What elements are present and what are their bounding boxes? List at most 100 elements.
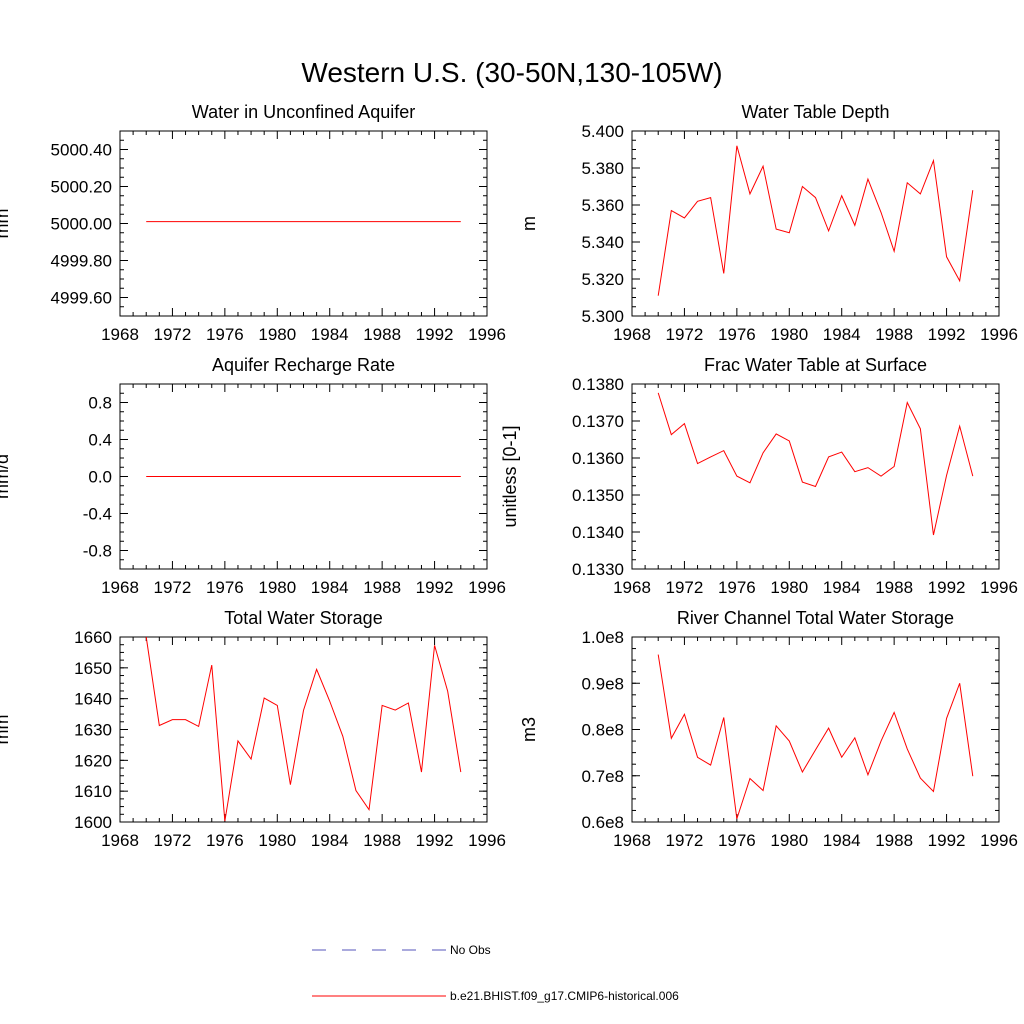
panel-frac-water-table-at-surface: Frac Water Table at Surface 1968 1972 1976 1… [500,355,1018,597]
x-tick-label: 1988 [363,831,401,850]
y-tick-label: 5.360 [581,196,624,215]
y-tick-label: 0.1350 [572,486,624,505]
x-tick-label: 1988 [875,578,913,597]
y-tick-label: 0.9e8 [581,674,624,693]
x-tick-label: 1968 [101,831,139,850]
x-tick-label: 1984 [311,831,349,850]
x-tick-label: 1980 [258,578,296,597]
y-tick-label: 5.320 [581,270,624,289]
panel-total-water-storage: Total Water Storage 1968 1972 1976 1980 1984 1… [0,608,506,850]
x-tick-label: 1976 [718,578,756,597]
panel-title: Water Table Depth [741,102,889,122]
y-tick-label: 1600 [74,813,112,832]
y-axis-label: unitless [0-1] [500,425,520,527]
x-tick-label: 1984 [823,831,861,850]
x-tick-label: 1988 [363,578,401,597]
x-tick-label: 1996 [980,578,1018,597]
y-tick-label: 0.0 [88,468,112,487]
x-tick-label: 1972 [154,325,192,344]
y-tick-label: 0.1360 [572,449,624,468]
panel-river-channel-total-water-storage: River Channel Total Water Storage 1968 197… [519,608,1018,850]
x-tick-label: 1980 [258,325,296,344]
y-tick-label: 5.380 [581,159,624,178]
x-tick-label: 1996 [468,831,506,850]
panel-title: River Channel Total Water Storage [677,608,954,628]
panel-title: Total Water Storage [224,608,382,628]
x-tick-label: 1984 [311,578,349,597]
y-tick-label: -0.8 [83,542,112,561]
y-tick-label: 5.340 [581,233,624,252]
x-tick-label: 1992 [416,325,454,344]
legend-obs-label: No Obs [450,943,491,957]
x-tick-label: 1972 [666,831,704,850]
x-tick-label: 1996 [468,578,506,597]
x-tick-label: 1996 [980,325,1018,344]
legend-model-label: b.e21.BHIST.f09_g17.CMIP6-historical.006 [450,989,679,1003]
series-line-model [657,392,974,536]
x-tick-label: 1972 [666,578,704,597]
y-tick-label: 0.8e8 [581,721,624,740]
series-line-model [657,654,974,819]
x-tick-label: 1976 [718,325,756,344]
series-line-model [145,636,462,822]
x-tick-label: 1976 [206,831,244,850]
y-axis-label: mm [0,715,12,745]
x-tick-label: 1980 [258,831,296,850]
y-tick-label: 1610 [74,782,112,801]
x-tick-label: 1992 [928,325,966,344]
y-axis-label: mm/d [0,454,12,499]
panel-title: Frac Water Table at Surface [704,355,927,375]
y-tick-label: 5000.40 [51,141,112,160]
y-tick-label: 1660 [74,628,112,647]
x-tick-label: 1972 [154,831,192,850]
x-tick-label: 1968 [613,325,651,344]
x-tick-label: 1996 [980,831,1018,850]
panel-title: Water in Unconfined Aquifer [192,102,415,122]
y-tick-label: 1620 [74,751,112,770]
x-tick-label: 1984 [823,578,861,597]
y-tick-label: 1640 [74,690,112,709]
plot-frame [631,636,1000,823]
x-tick-label: 1976 [206,325,244,344]
y-tick-label: 0.8 [88,394,112,413]
y-tick-label: 5000.00 [51,215,112,234]
x-tick-label: 1968 [613,578,651,597]
x-tick-label: 1992 [416,831,454,850]
panel-aquifer-recharge-rate: Aquifer Recharge Rate 1968 1972 1976 1980 198… [0,355,506,597]
y-tick-label: 0.1380 [572,375,624,394]
y-tick-label: 0.4 [88,431,112,450]
x-tick-label: 1968 [101,578,139,597]
y-tick-label: 5000.20 [51,178,112,197]
y-tick-label: 5.400 [581,122,624,141]
y-tick-label: 0.7e8 [581,767,624,786]
plot-frame [631,130,1000,317]
plot-frame [631,383,1000,570]
x-tick-label: 1972 [666,325,704,344]
x-tick-label: 1976 [718,831,756,850]
x-tick-label: 1980 [770,831,808,850]
x-tick-label: 1992 [928,831,966,850]
x-tick-label: 1992 [928,578,966,597]
y-tick-label: 0.1330 [572,560,624,579]
y-tick-label: 4999.60 [51,289,112,308]
figure-title: Western U.S. (30-50N,130-105W) [301,57,722,88]
y-tick-label: 0.1340 [572,523,624,542]
y-tick-label: -0.4 [83,505,112,524]
y-tick-label: 1630 [74,721,112,740]
x-tick-label: 1988 [875,831,913,850]
legend: No Obs b.e21.BHIST.f09_g17.CMIP6-histori… [312,943,679,1003]
y-tick-label: 1650 [74,659,112,678]
y-tick-label: 0.6e8 [581,813,624,832]
y-tick-label: 4999.80 [51,252,112,271]
y-axis-label: m3 [519,717,539,742]
x-tick-label: 1972 [154,578,192,597]
x-tick-label: 1968 [613,831,651,850]
x-tick-label: 1980 [770,325,808,344]
panel-water-in-unconfined-aquifer: Water in Unconfined Aquifer 1968 1972 1976 1… [0,102,506,344]
x-tick-label: 1992 [416,578,454,597]
x-tick-label: 1984 [311,325,349,344]
plot-frame [119,636,488,823]
x-tick-label: 1984 [823,325,861,344]
x-tick-label: 1968 [101,325,139,344]
